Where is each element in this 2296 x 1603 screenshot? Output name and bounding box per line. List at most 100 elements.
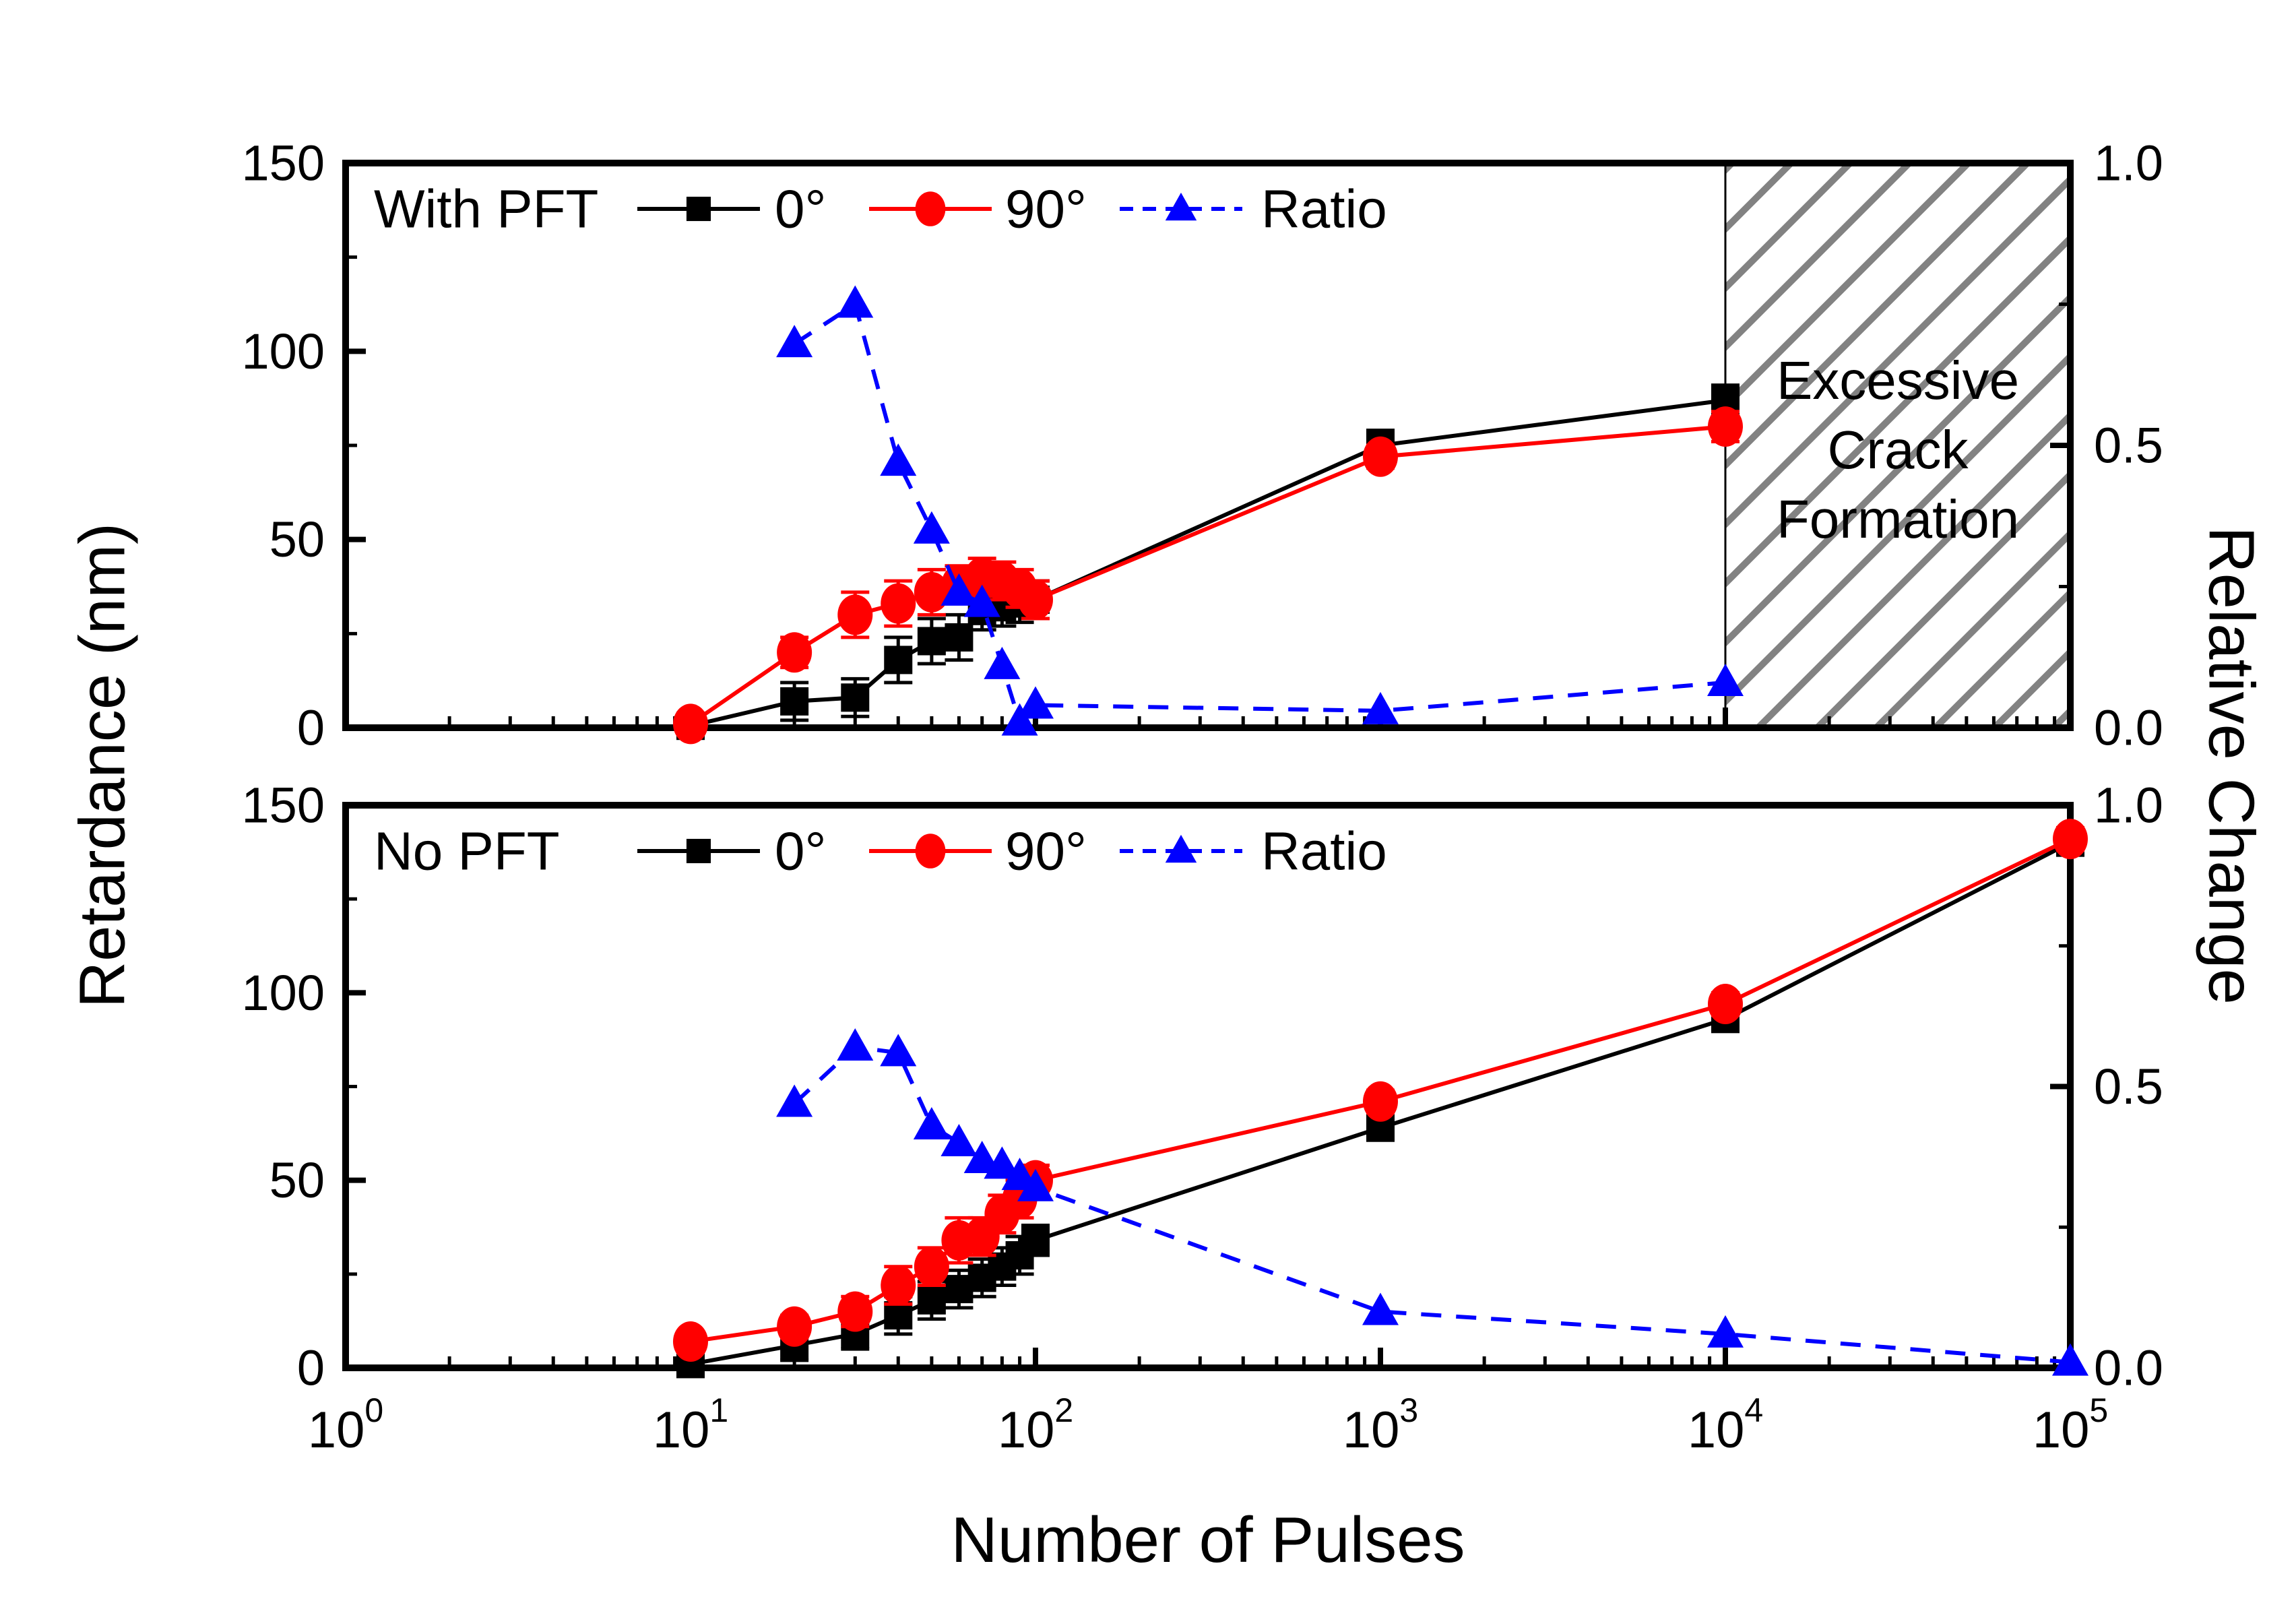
circle-marker: [881, 583, 916, 624]
tick-labels: 0 50 100 150 0.0 0.5 1.0 100 101 102 103 104 105: [242, 778, 2163, 1459]
circle-marker: [915, 834, 946, 869]
no-pft-series-ratio-line: [793, 1044, 2071, 1364]
triangle-marker: [963, 1141, 1000, 1174]
axis-ticks: [343, 803, 2073, 1371]
axis-titles: Number of Pulses Retardance (nm) Relative …: [67, 523, 2268, 1576]
circle-marker: [837, 1291, 873, 1332]
triangle-marker: [963, 584, 1000, 617]
circle-marker: [777, 632, 812, 673]
annotation-line: Excessive: [1777, 350, 2019, 410]
panel-with-pft: 0 50 100 150 0.0 0.5 1.0 Excessive Crack Formatio…: [242, 135, 2163, 756]
triangle-marker: [1165, 192, 1197, 221]
triangle-marker: [1001, 703, 1038, 736]
no-pft-series-90deg: [673, 819, 2088, 1362]
legend-with-pft: With PFT 0° 90° Ratio: [374, 179, 1387, 239]
left-tick-label: 50: [269, 1152, 325, 1208]
with-pft-series-ratio-line: [793, 301, 1726, 726]
square-marker: [884, 646, 913, 674]
triangle-marker: [940, 573, 978, 606]
square-marker: [686, 196, 711, 222]
x-tick-label: 103: [1343, 1391, 1418, 1459]
with-pft-series-ratio: [776, 285, 1744, 736]
triangle-marker: [1707, 1315, 1744, 1348]
triangle-marker: [1165, 834, 1197, 863]
circle-marker: [777, 1306, 812, 1347]
circle-marker: [1708, 406, 1743, 447]
no-pft-series-0deg: [676, 828, 2084, 1379]
circle-marker: [1708, 984, 1743, 1025]
legend-label: 90°: [1005, 179, 1087, 239]
square-marker: [686, 838, 711, 864]
triangle-marker: [940, 1124, 978, 1156]
circle-marker: [1018, 579, 1053, 621]
left-tick-label: 0: [297, 700, 325, 756]
triangle-marker: [984, 1146, 1021, 1179]
x-tick-label: 104: [1688, 1391, 1763, 1459]
circle-marker: [914, 571, 949, 612]
circle-marker: [1363, 1081, 1398, 1122]
tick-labels: 0 50 100 150 0.0 0.5 1.0: [242, 135, 2163, 756]
circle-marker: [881, 1265, 916, 1306]
square-marker: [917, 627, 946, 656]
triangle-marker: [1017, 686, 1054, 719]
x-tick-label: 102: [998, 1391, 1073, 1459]
circle-marker: [673, 1321, 708, 1362]
circle-marker: [914, 1246, 949, 1287]
triangle-marker: [913, 1106, 950, 1139]
right-tick-label: 1.0: [2094, 778, 2163, 834]
circle-marker: [1363, 436, 1398, 477]
left-tick-label: 100: [242, 323, 325, 379]
annotation-line: Crack: [1828, 420, 1969, 480]
triangle-marker: [880, 1034, 917, 1067]
left-tick-label: 100: [242, 965, 325, 1021]
left-tick-label: 0: [297, 1340, 325, 1396]
triangle-marker: [837, 1028, 874, 1061]
right-tick-label: 0.0: [2094, 1340, 2163, 1396]
legend-label: Ratio: [1261, 179, 1387, 239]
legend-label: 0°: [775, 821, 826, 881]
no-pft-series-ratio: [776, 1028, 2088, 1376]
square-marker: [841, 683, 870, 712]
square-marker: [780, 687, 809, 716]
triangle-marker: [776, 1084, 813, 1117]
circle-marker: [673, 703, 708, 745]
x-tick-label: 100: [308, 1391, 383, 1459]
square-marker: [917, 1286, 946, 1315]
triangle-marker: [984, 646, 1021, 679]
circle-marker: [837, 594, 873, 635]
x-axis-title: Number of Pulses: [951, 1504, 1465, 1576]
legend-title-with-pft: With PFT: [374, 179, 598, 239]
triangle-marker: [1362, 691, 1399, 724]
left-tick-label: 150: [242, 778, 325, 834]
legend-label: 90°: [1005, 821, 1087, 881]
triangle-marker: [913, 511, 950, 544]
axis-frame: [342, 802, 2074, 1371]
left-tick-label: 50: [269, 511, 325, 567]
triangle-marker: [1362, 1292, 1399, 1325]
right-tick-label: 0.5: [2094, 1059, 2163, 1114]
circle-marker: [2053, 819, 2088, 860]
with-pft-series-90deg: [673, 406, 1743, 745]
legend-label: 0°: [775, 179, 826, 239]
right-tick-label: 1.0: [2094, 135, 2163, 191]
triangle-marker: [1017, 1168, 1054, 1201]
circle-marker: [915, 191, 946, 226]
triangle-marker: [2052, 1343, 2088, 1376]
excessive-crack-region: [1724, 163, 2070, 728]
triangle-marker: [776, 325, 813, 358]
square-marker: [1021, 1226, 1050, 1255]
left-tick-label: 150: [242, 135, 325, 191]
triangle-marker: [880, 443, 917, 476]
triangle-marker: [1707, 663, 1744, 696]
right-tick-label: 0.0: [2094, 700, 2163, 756]
annotation-line: Formation: [1777, 489, 2019, 549]
square-marker: [945, 623, 974, 652]
excessive-crack-formation-label: Excessive Crack Formation: [1777, 350, 2019, 549]
legend-no-pft: No PFT 0° 90° Ratio: [374, 821, 1387, 881]
with-pft-series-0deg-line: [690, 398, 1726, 728]
square-marker: [884, 1301, 913, 1330]
left-y-axis-title: Retardance (nm): [67, 523, 139, 1008]
triangle-marker: [837, 285, 874, 318]
